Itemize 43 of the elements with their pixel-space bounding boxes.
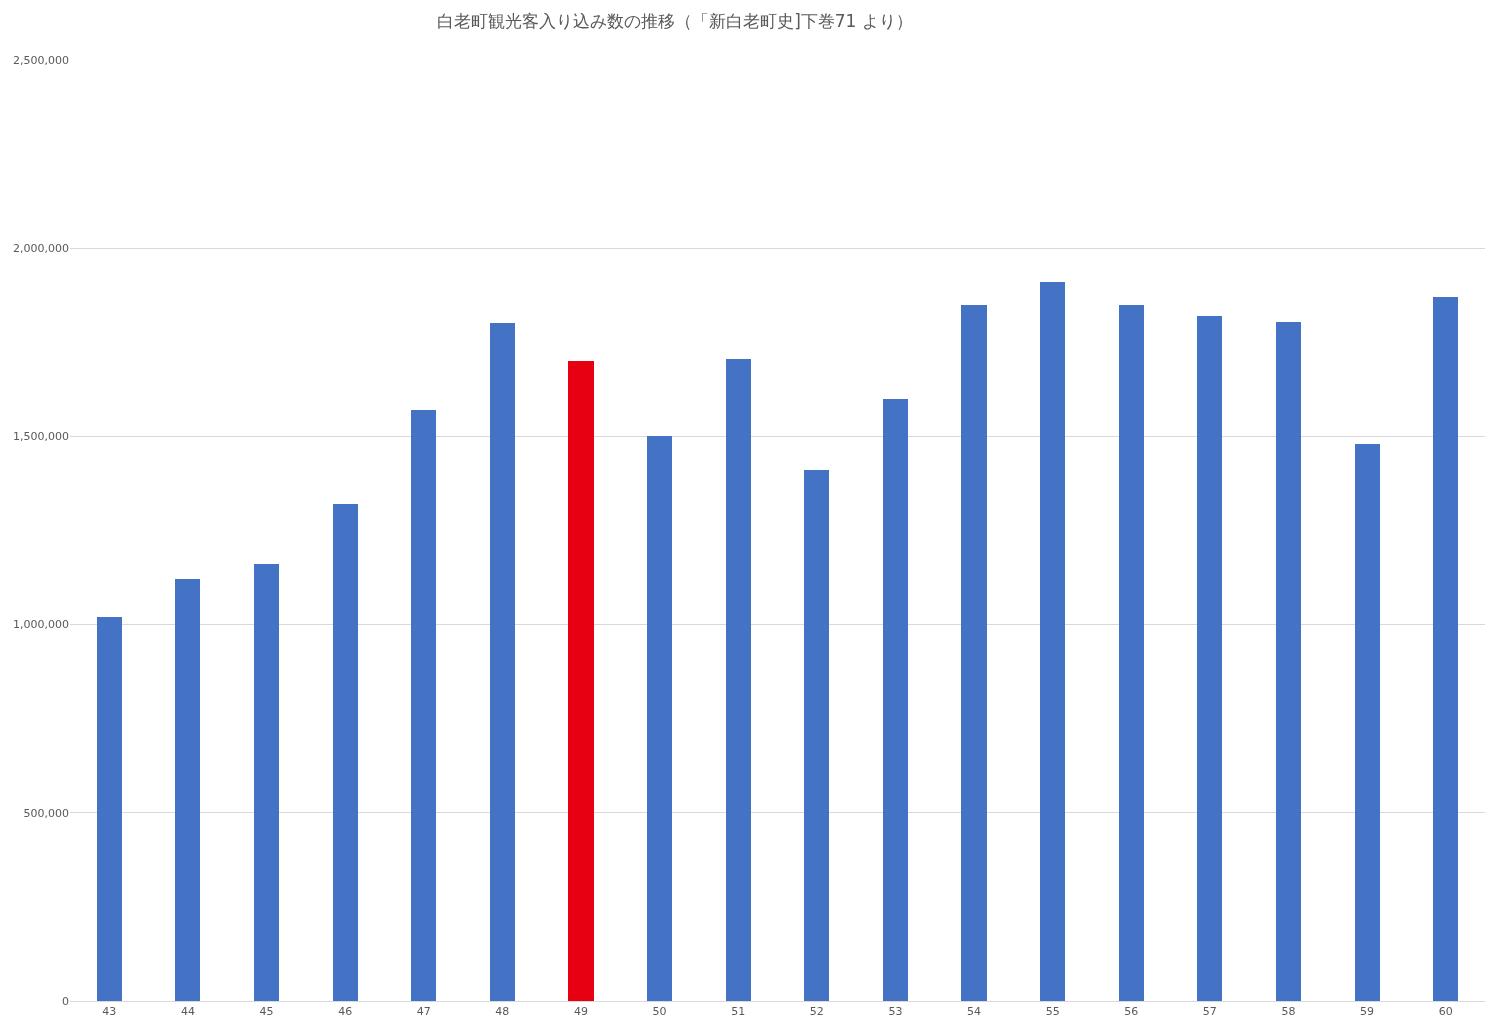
bar [254, 564, 279, 1001]
x-tick-label: 45 [259, 1005, 274, 1019]
x-tick-label: 57 [1202, 1005, 1217, 1019]
x-tick-label: 60 [1438, 1005, 1453, 1019]
x-tick-label: 58 [1281, 1005, 1296, 1019]
bar [411, 410, 436, 1001]
x-tick-label: 51 [731, 1005, 746, 1019]
bar [1197, 316, 1222, 1001]
x-tick-label: 55 [1045, 1005, 1060, 1019]
x-tick-label: 47 [416, 1005, 431, 1019]
bar [175, 579, 200, 1001]
bar [333, 504, 358, 1001]
bar [568, 361, 594, 1001]
x-tick-label: 49 [573, 1005, 588, 1019]
x-tick-label: 53 [888, 1005, 903, 1019]
x-tick-label: 56 [1124, 1005, 1139, 1019]
bar [1276, 322, 1301, 1001]
x-tick-label: 44 [180, 1005, 195, 1019]
x-tick-label: 59 [1360, 1005, 1375, 1019]
bar [726, 359, 751, 1001]
x-tick-label: 52 [809, 1005, 824, 1019]
bar [490, 323, 515, 1001]
y-tick-label: 2,500,000 [13, 53, 69, 67]
y-tick-label: 500,000 [23, 806, 69, 820]
x-tick-label: 46 [338, 1005, 353, 1019]
y-tick-label: 0 [62, 994, 69, 1008]
bar [1040, 282, 1065, 1001]
bar [647, 436, 672, 1001]
bar [961, 305, 987, 1001]
chart-title: 白老町観光客入り込み数の推移（「新白老町史]下巻71 より） [437, 11, 913, 32]
y-tick-label: 1,000,000 [13, 618, 69, 632]
bar [804, 470, 829, 1001]
x-tick-label: 48 [495, 1005, 510, 1019]
bar [1433, 297, 1458, 1001]
x-tick-label: 43 [102, 1005, 117, 1019]
y-tick-label: 1,500,000 [13, 430, 69, 444]
bar [1355, 444, 1380, 1001]
bar [1119, 305, 1144, 1001]
x-tick-label: 54 [967, 1005, 982, 1019]
y-tick-label: 2,000,000 [13, 242, 69, 256]
bar [97, 617, 122, 1001]
x-tick-label: 50 [652, 1005, 667, 1019]
bar [883, 399, 908, 1001]
